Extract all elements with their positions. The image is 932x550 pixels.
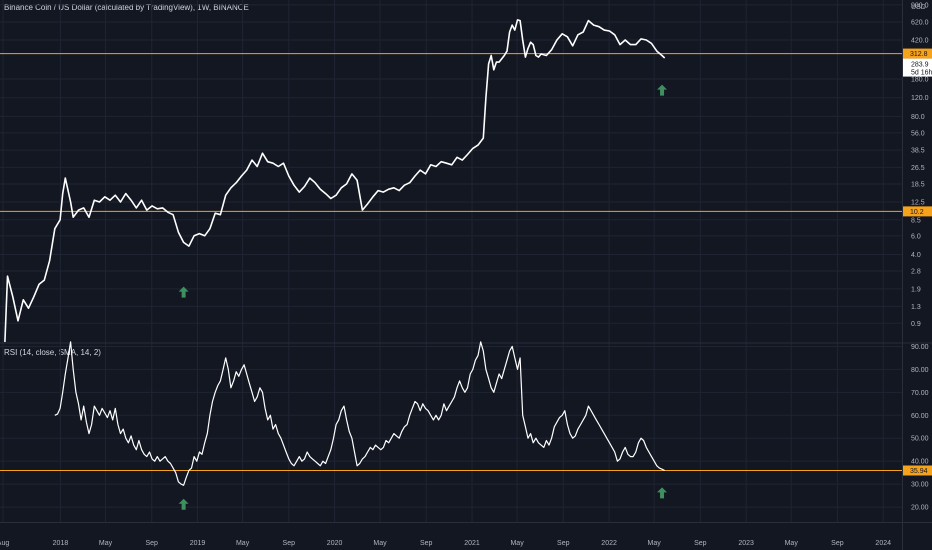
last-price-badge (903, 58, 932, 77)
time-tick-label: 2019 (190, 540, 206, 547)
time-tick-label: Sep (420, 540, 433, 547)
price-tick-label: 620.0 (911, 20, 929, 27)
time-tick-label: Sep (831, 540, 844, 547)
price-tick-label: 2.8 (911, 268, 921, 275)
price-tick-label: 80.0 (911, 114, 925, 121)
time-tick-label: May (510, 540, 524, 547)
price-tick-label: 1.3 (911, 304, 921, 311)
price-tick-label: 38.5 (911, 148, 925, 155)
price-axis-currency: USD (911, 4, 926, 11)
time-tick-label: 2022 (601, 540, 617, 547)
rsi-tick-label: 60.00 (911, 413, 929, 420)
price-tick-label: 6.0 (911, 233, 921, 240)
price-tick-label: 1.9 (911, 286, 921, 293)
rsi-series-line (54, 341, 665, 486)
time-tick-label: May (236, 540, 250, 547)
rsi-title: RSI (14, close, SMA, 14, 2) (4, 348, 101, 357)
up-arrow-icon (178, 498, 189, 510)
rsi-tick-label: 50.00 (911, 436, 929, 443)
time-tick-label: May (648, 540, 662, 547)
time-tick-label: 2021 (464, 540, 480, 547)
price-tick-label: 0.9 (911, 321, 921, 328)
up-arrow-icon (657, 84, 668, 96)
price-tick-label: 12.5 (911, 200, 925, 207)
price-level-badge (903, 48, 932, 59)
price-level-badge (903, 206, 932, 217)
price-tick-label: 56.0 (911, 130, 925, 137)
time-tick-label: Sep (283, 540, 296, 547)
price-tick-label: 26.5 (911, 165, 925, 172)
time-tick-label: 2023 (738, 540, 754, 547)
time-tick-label: Sep (145, 540, 158, 547)
price-series-line (4, 19, 666, 343)
price-tick-label: 4.0 (911, 252, 921, 259)
price-level-badge-label: 10.2 (910, 209, 924, 216)
price-tick-label: 120.0 (911, 95, 929, 102)
rsi-tick-label: 30.00 (911, 482, 929, 489)
price-tick-label: 180.0 (911, 77, 929, 84)
time-tick-label: Sep (694, 540, 707, 547)
chart-title: Binance Coin / US Dollar (calculated by … (4, 3, 249, 12)
bar-countdown-label: 5d 16h (911, 70, 932, 77)
price-tick-label: 420.0 (911, 37, 929, 44)
time-tick-label: Sep (557, 540, 570, 547)
rsi-tick-label: 20.00 (911, 505, 929, 512)
price-tick-label: 8.5 (911, 217, 921, 224)
time-tick-label: 2020 (327, 540, 343, 547)
time-tick-label: May (785, 540, 799, 547)
time-tick-label: 2024 (875, 540, 891, 547)
time-tick-label: Aug (0, 540, 9, 547)
rsi-tick-label: 90.00 (911, 344, 929, 351)
time-tick-label: May (99, 540, 113, 547)
last-price-label: 283.9 (911, 62, 929, 69)
up-arrow-icon (657, 487, 668, 499)
rsi-tick-label: 70.00 (911, 390, 929, 397)
time-tick-label: May (373, 540, 387, 547)
time-tick-label: 2018 (53, 540, 69, 547)
rsi-level-badge (903, 465, 932, 476)
rsi-tick-label: 80.00 (911, 367, 929, 374)
price-tick-label: 18.5 (911, 181, 925, 188)
price-level-badge-label: 312.8 (910, 51, 928, 58)
up-arrow-icon (178, 286, 189, 298)
rsi-level-badge-label: 35.94 (910, 468, 928, 475)
rsi-tick-label: 40.00 (911, 459, 929, 466)
price-tick-label: 900.0 (911, 2, 929, 9)
